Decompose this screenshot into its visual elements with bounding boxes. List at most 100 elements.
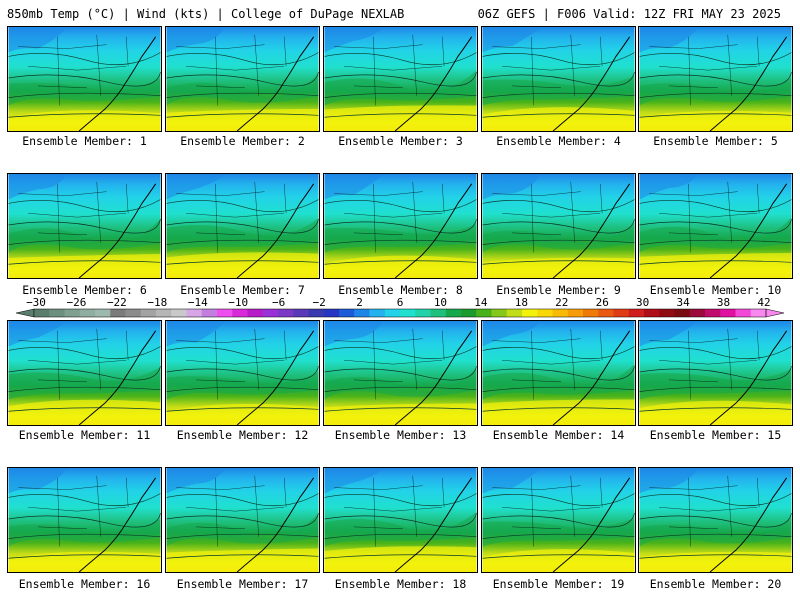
ensemble-member-panel: Ensemble Member: 20 bbox=[638, 467, 793, 591]
ensemble-member-caption: Ensemble Member: 4 bbox=[496, 134, 621, 148]
ensemble-member-panel: Ensemble Member: 5 bbox=[638, 26, 793, 148]
colorbar-swatch bbox=[354, 309, 370, 317]
colorbar-swatch bbox=[491, 309, 508, 317]
temperature-map bbox=[323, 26, 478, 132]
colorbar-swatch bbox=[186, 309, 203, 317]
colorbar-swatch bbox=[735, 309, 752, 317]
ensemble-member-caption: Ensemble Member: 16 bbox=[18, 577, 151, 591]
colorbar-swatch bbox=[247, 309, 264, 317]
colorbar-tick-label: −30 bbox=[26, 296, 46, 309]
colorbar-swatch bbox=[659, 309, 675, 317]
colorbar-tick-label: 34 bbox=[676, 296, 690, 309]
colorbar-swatch bbox=[598, 309, 614, 317]
temperature-map bbox=[7, 26, 162, 132]
colorbar-tick-label: 22 bbox=[555, 296, 568, 309]
ensemble-member-caption: Ensemble Member: 8 bbox=[338, 283, 463, 297]
ensemble-member-panel: Ensemble Member: 13 bbox=[323, 320, 478, 442]
ensemble-member-caption: Ensemble Member: 5 bbox=[653, 134, 778, 148]
temperature-map bbox=[481, 26, 636, 132]
colorbar-tick-label: 10 bbox=[434, 296, 447, 309]
colorbar-swatch bbox=[720, 309, 736, 317]
colorbar-arrow-high bbox=[765, 308, 785, 318]
colorbar-swatch bbox=[339, 309, 355, 317]
colorbar-swatch bbox=[171, 309, 187, 317]
colorbar-swatch bbox=[537, 309, 553, 317]
ensemble-member-panel: Ensemble Member: 11 bbox=[7, 320, 162, 442]
colorbar-tick-label: 38 bbox=[717, 296, 730, 309]
temperature-map bbox=[7, 320, 162, 426]
colorbar-tick-label: 6 bbox=[397, 296, 404, 309]
ensemble-member-panel: Ensemble Member: 16 bbox=[7, 467, 162, 591]
temperature-map bbox=[638, 26, 793, 132]
colorbar-outline bbox=[33, 308, 767, 318]
colorbar-tick-label: −10 bbox=[228, 296, 248, 309]
colorbar-swatch bbox=[415, 309, 431, 317]
colorbar-swatch bbox=[552, 309, 569, 317]
colorbar-swatch bbox=[34, 309, 50, 317]
colorbar-tick-label: 14 bbox=[474, 296, 488, 309]
colorbar-swatch bbox=[323, 309, 340, 317]
colorbar-swatch bbox=[140, 309, 157, 317]
colorbar-tick-label: −14 bbox=[188, 296, 208, 309]
colorbar-tick-label: 2 bbox=[356, 296, 363, 309]
colorbar-swatch bbox=[506, 309, 523, 317]
ensemble-member-panel: Ensemble Member: 8 bbox=[323, 173, 478, 297]
temperature-map bbox=[165, 26, 320, 132]
colorbar-tick-label: −22 bbox=[107, 296, 127, 309]
ensemble-member-panel: Ensemble Member: 17 bbox=[165, 467, 320, 591]
colorbar-swatch bbox=[201, 309, 218, 317]
ensemble-member-caption: Ensemble Member: 2 bbox=[180, 134, 305, 148]
ensemble-member-panel: Ensemble Member: 2 bbox=[165, 26, 320, 148]
colorbar-swatch bbox=[79, 309, 96, 317]
colorbar-swatch bbox=[430, 309, 447, 317]
ensemble-member-caption: Ensemble Member: 11 bbox=[18, 428, 151, 442]
colorbar-swatch bbox=[445, 309, 462, 317]
colorbar-swatch bbox=[750, 309, 767, 317]
colorbar-tick-label: −6 bbox=[272, 296, 285, 309]
ensemble-member-panel: Ensemble Member: 4 bbox=[481, 26, 636, 148]
ensemble-member-caption: Ensemble Member: 20 bbox=[649, 577, 782, 591]
ensemble-member-panel: Ensemble Member: 6 bbox=[7, 173, 162, 297]
colorbar-swatch bbox=[110, 309, 126, 317]
colorbar-tick-label: 30 bbox=[636, 296, 649, 309]
colorbar-swatch bbox=[476, 309, 492, 317]
ensemble-member-caption: Ensemble Member: 6 bbox=[22, 283, 147, 297]
ensemble-member-panel: Ensemble Member: 12 bbox=[165, 320, 320, 442]
colorbar-swatch bbox=[400, 309, 416, 317]
colorbar-tick-label: 26 bbox=[596, 296, 609, 309]
colorbar-tick-label: −2 bbox=[312, 296, 325, 309]
colorbar-swatch bbox=[369, 309, 386, 317]
ensemble-member-caption: Ensemble Member: 9 bbox=[496, 283, 621, 297]
ensemble-member-panel: Ensemble Member: 19 bbox=[481, 467, 636, 591]
ensemble-member-caption: Ensemble Member: 10 bbox=[649, 283, 782, 297]
colorbar-swatch bbox=[156, 309, 172, 317]
temperature-map bbox=[323, 320, 478, 426]
temperature-map bbox=[323, 467, 478, 573]
ensemble-member-panel: Ensemble Member: 18 bbox=[323, 467, 478, 591]
ensemble-member-caption: Ensemble Member: 15 bbox=[649, 428, 782, 442]
temperature-map bbox=[7, 173, 162, 279]
temperature-colorbar: −30 −26 −22 −18 −14 −10 −6 −2 2 6 10 14 18 22 26 30 34 38… bbox=[15, 296, 785, 318]
temperature-map bbox=[323, 173, 478, 279]
colorbar-tick-label: −26 bbox=[67, 296, 87, 309]
colorbar-swatch bbox=[628, 309, 645, 317]
ensemble-member-panel: Ensemble Member: 10 bbox=[638, 173, 793, 297]
colorbar-swatch bbox=[217, 309, 233, 317]
colorbar-swatch bbox=[613, 309, 630, 317]
colorbar-swatch bbox=[674, 309, 691, 317]
temperature-map bbox=[7, 467, 162, 573]
colorbar-tick-label: 18 bbox=[515, 296, 528, 309]
temperature-map bbox=[481, 173, 636, 279]
ensemble-member-caption: Ensemble Member: 3 bbox=[338, 134, 463, 148]
temperature-map bbox=[638, 173, 793, 279]
ensemble-member-caption: Ensemble Member: 7 bbox=[180, 283, 305, 297]
colorbar-swatch bbox=[125, 309, 142, 317]
ensemble-member-panel: Ensemble Member: 7 bbox=[165, 173, 320, 297]
ensemble-member-caption: Ensemble Member: 17 bbox=[176, 577, 309, 591]
colorbar-swatch bbox=[384, 309, 401, 317]
colorbar-swatch bbox=[567, 309, 584, 317]
temperature-map bbox=[638, 320, 793, 426]
temperature-map bbox=[481, 467, 636, 573]
ensemble-member-panel: Ensemble Member: 14 bbox=[481, 320, 636, 442]
chart-title: 850mb Temp (°C) | Wind (kts) | College o… bbox=[7, 7, 405, 21]
